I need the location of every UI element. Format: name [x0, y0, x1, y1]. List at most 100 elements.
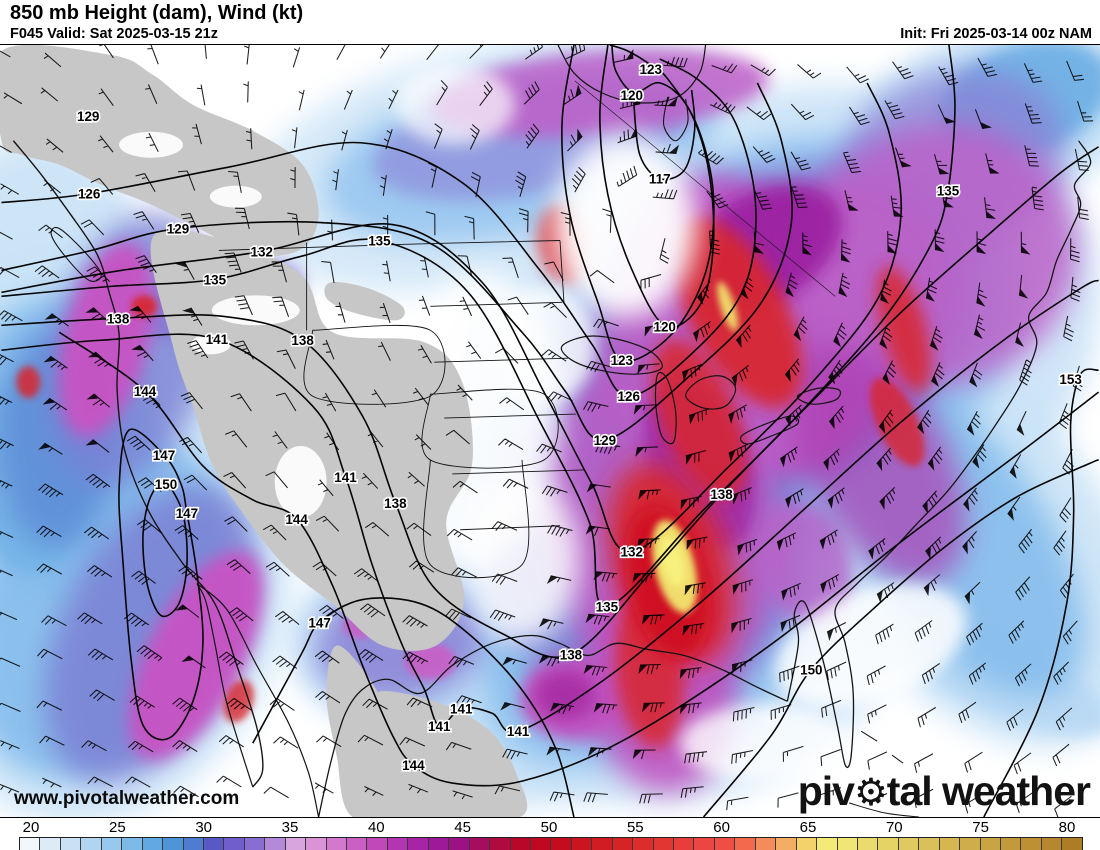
- colorbar-cell: [633, 838, 654, 850]
- watermark-url: www.pivotalweather.com: [14, 788, 240, 809]
- logo-suffix: tal weather: [886, 768, 1091, 814]
- colorbar-cell: [571, 838, 593, 850]
- colorbar-cell: [674, 838, 695, 850]
- colorbar-cell: [203, 838, 225, 850]
- colorbar-cells: [19, 837, 1083, 850]
- pivotal-weather-logo: piv⚙tal weather: [797, 768, 1091, 815]
- contour-label: 123: [611, 353, 633, 368]
- colorbar-cell: [81, 838, 102, 850]
- colorbar-cell: [387, 838, 409, 850]
- contour-label: 135: [937, 184, 960, 199]
- colorbar-tick-label: 30: [195, 819, 212, 836]
- contour-label: 126: [78, 187, 100, 202]
- colorbar-cell: [919, 838, 940, 850]
- colorbar-cell: [122, 838, 143, 850]
- contour-label: 144: [402, 758, 425, 773]
- contour-label: 123: [640, 62, 662, 77]
- colorbar-cell: [367, 838, 388, 850]
- wind-barbs: [0, 45, 1094, 817]
- valid-time-label: F045 Valid: Sat 2025-03-15 21z: [10, 26, 218, 42]
- colorbar-cell: [163, 838, 184, 850]
- colorbar-cell: [408, 838, 429, 850]
- colorbar-cell: [510, 838, 531, 850]
- colorbar-tick-label: 45: [454, 819, 471, 836]
- colorbar-cell: [755, 838, 777, 850]
- colorbar-cell: [306, 838, 327, 850]
- colorbar-cell: [1021, 838, 1042, 850]
- contour-label: 141: [507, 724, 530, 739]
- colorbar-tick-label: 55: [626, 819, 644, 836]
- logo-prefix: piv: [797, 768, 855, 814]
- contour-label: 126: [618, 389, 640, 404]
- contour-labels: 129 126 129 132 135 135 138 141 138 144 147 150 147 1…: [75, 60, 1083, 774]
- colorbar-cell: [857, 838, 879, 850]
- weather-map[interactable]: 129 126 129 132 135 135 138 141 138 144 147 150 147 1…: [0, 44, 1100, 818]
- colorbar-cell: [817, 838, 838, 850]
- contour-label: 117: [649, 172, 671, 187]
- contour-label: 129: [167, 222, 189, 237]
- height-contours: [1, 45, 1100, 817]
- contour-label: 147: [308, 615, 330, 630]
- colorbar-cell: [224, 838, 245, 850]
- colorbar-cell: [1041, 838, 1063, 850]
- colorbar-cell: [1001, 838, 1022, 850]
- colorbar-cell: [878, 838, 899, 850]
- gear-icon: ⚙: [853, 771, 888, 813]
- colorbar-tick-label: 70: [885, 819, 903, 836]
- contour-label: 141: [428, 719, 451, 734]
- contour-label: 132: [251, 244, 273, 259]
- colorbar-tick-label: 25: [108, 819, 126, 836]
- colorbar-cell: [326, 838, 347, 850]
- colorbar-cell: [469, 838, 491, 850]
- contour-label: 138: [560, 647, 583, 662]
- contour-label: 120: [653, 319, 675, 334]
- colorbar-cell: [939, 838, 961, 850]
- wind-speed-colorbar: 20 25 30 35 40 45 50 55 60 65 70 75 80: [0, 818, 1100, 850]
- coastlines-and-borders: [12, 45, 1092, 817]
- colorbar-tick-label: 60: [713, 819, 730, 836]
- colorbar-cell: [980, 838, 1001, 850]
- colorbar-cell: [530, 838, 552, 850]
- colorbar-tick-label: 40: [367, 819, 385, 836]
- colorbar-cell: [776, 838, 797, 850]
- contour-label: 144: [285, 512, 308, 527]
- init-time-label: Init: Fri 2025-03-14 00z NAM: [900, 26, 1092, 42]
- colorbar-cell: [285, 838, 307, 850]
- colorbar-cell: [244, 838, 266, 850]
- colorbar-cell: [490, 838, 511, 850]
- colorbar-cell: [551, 838, 572, 850]
- contour-label: 135: [596, 600, 619, 615]
- contour-label: 135: [368, 233, 391, 248]
- colorbar-cell: [142, 838, 164, 850]
- colorbar-cell: [612, 838, 634, 850]
- colorbar-cell: [101, 838, 123, 850]
- map-canvas[interactable]: 129 126 129 132 135 135 138 141 138 144 147 150 147 1…: [0, 45, 1100, 817]
- colorbar-tick-label: 75: [972, 819, 989, 836]
- colorbar-cell: [796, 838, 818, 850]
- colorbar-cell: [20, 838, 41, 850]
- colorbar-cell: [653, 838, 674, 850]
- page-title: 850 mb Height (dam), Wind (kt): [10, 2, 304, 24]
- contour-label: 150: [800, 662, 822, 677]
- contour-label: 138: [107, 311, 130, 326]
- colorbar-cell: [265, 838, 286, 850]
- contour-label: 135: [204, 272, 227, 287]
- colorbar-cell: [347, 838, 368, 850]
- contour-label: 132: [621, 545, 643, 560]
- colorbar-cell: [735, 838, 756, 850]
- contour-label: 141: [206, 332, 229, 347]
- colorbar-tick-label: 35: [281, 819, 299, 836]
- contour-label: 129: [594, 433, 616, 448]
- colorbar-cell: [592, 838, 613, 850]
- contour-label: 147: [176, 506, 198, 521]
- colorbar-tick-label: 20: [22, 819, 40, 836]
- contour-label: 129: [77, 109, 99, 124]
- colorbar-cell: [183, 838, 204, 850]
- colorbar-cell: [960, 838, 981, 850]
- colorbar-cell: [40, 838, 61, 850]
- colorbar-cell: [1062, 838, 1082, 850]
- contour-label: 150: [155, 477, 177, 492]
- contour-label: 138: [710, 487, 733, 502]
- wind-speed-fill: [0, 45, 1100, 817]
